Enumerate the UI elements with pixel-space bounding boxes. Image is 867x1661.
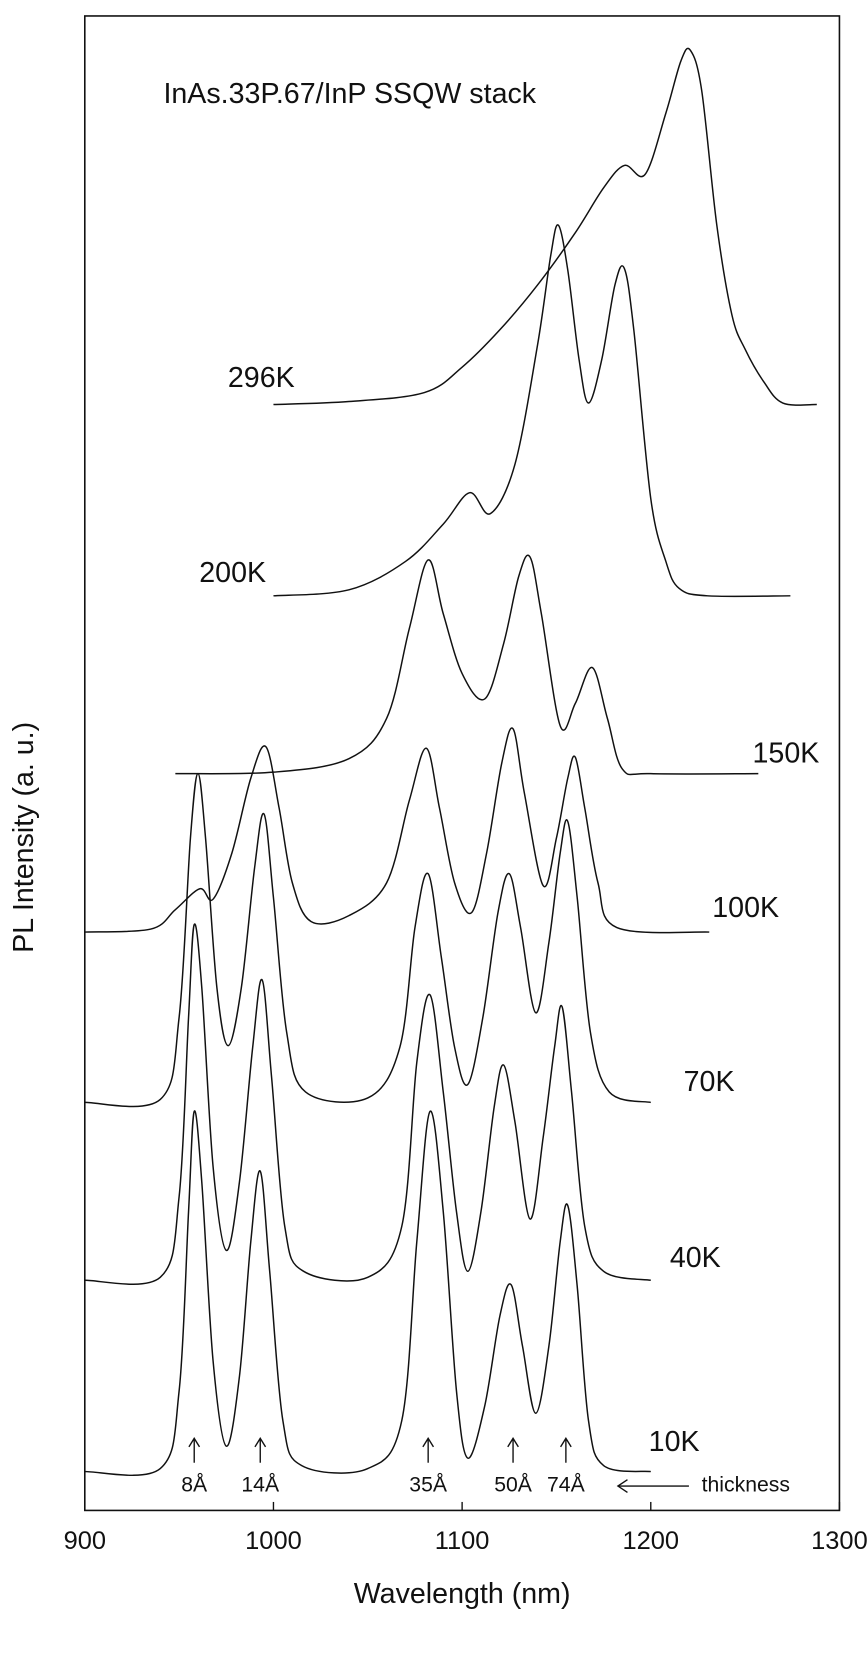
thickness-label: 14Å <box>241 1473 280 1497</box>
thickness-arrow-head <box>559 1437 572 1448</box>
curve-label: 296K <box>228 362 295 394</box>
plot-frame <box>83 15 841 1512</box>
y-axis-label: PL Intensity (a. u.) <box>8 722 40 953</box>
thickness-arrow-head <box>507 1437 519 1448</box>
curve-label: 40K <box>670 1242 721 1274</box>
thickness-label: 8Å <box>181 1473 208 1497</box>
chart-title: InAs.33P.67/InP SSQW stack <box>163 78 536 110</box>
curve-label: 150K <box>753 737 820 769</box>
spectrum-line <box>273 224 791 598</box>
curve-label: 100K <box>712 892 779 924</box>
x-tick-label: 1300 <box>811 1527 867 1555</box>
spectrum-line <box>273 47 817 406</box>
thickness-label: 35Å <box>409 1473 448 1497</box>
thickness-label: 50Å <box>494 1473 533 1497</box>
thickness-arrow-head <box>254 1437 267 1448</box>
x-tick-label: 1000 <box>245 1527 302 1555</box>
x-tick-label: 1200 <box>622 1527 679 1555</box>
thickness-arrow-head <box>616 1479 628 1493</box>
spectrum-line <box>84 727 710 934</box>
curve-label: 200K <box>199 557 266 589</box>
curve-label: 10K <box>649 1426 700 1458</box>
curve-label: 70K <box>684 1066 735 1098</box>
x-tick-label: 1100 <box>435 1527 490 1555</box>
spectrum-line <box>84 772 651 1108</box>
x-axis-label: Wavelength (nm) <box>354 1578 571 1610</box>
spectrum-line <box>84 923 651 1285</box>
spectrum-line <box>175 554 759 776</box>
thickness-label: 74Å <box>547 1473 586 1497</box>
thickness-arrow-head <box>422 1437 435 1448</box>
x-tick-label: 900 <box>64 1527 106 1555</box>
thickness-arrow-head <box>188 1437 201 1448</box>
thickness-note: thickness <box>702 1474 790 1497</box>
spectrum-line <box>84 1110 651 1477</box>
